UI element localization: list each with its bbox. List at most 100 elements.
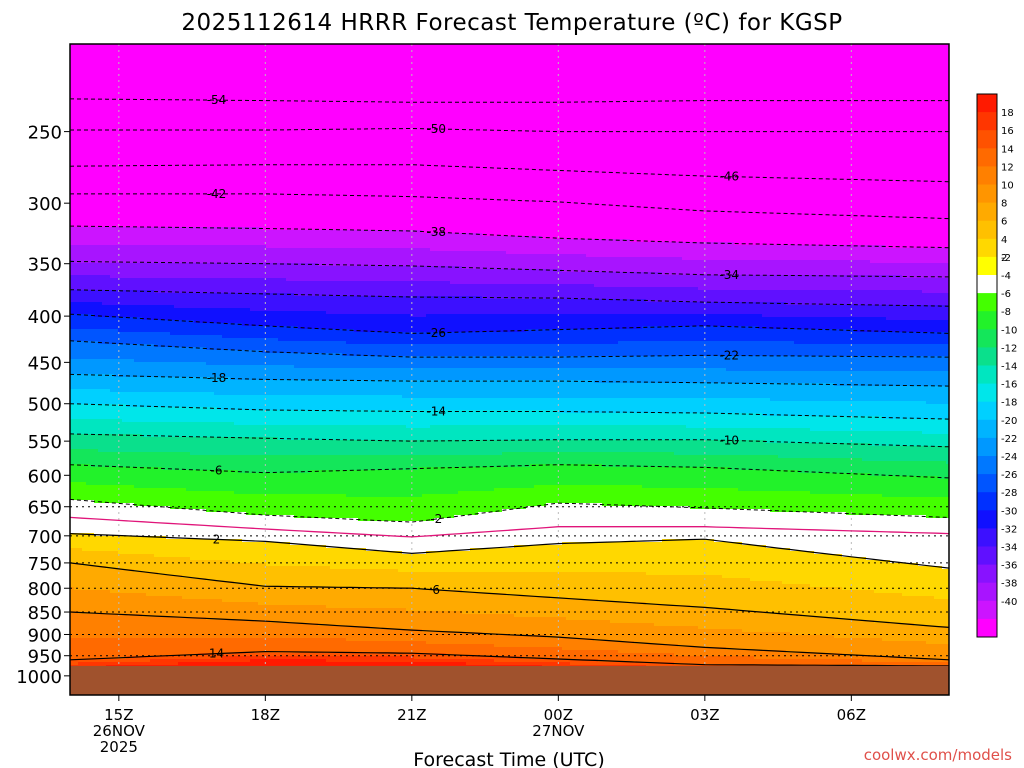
isotherm-line bbox=[70, 562, 949, 628]
colorbar-swatch bbox=[977, 564, 997, 584]
colorbar-label: -30 bbox=[1001, 506, 1017, 517]
y-tick-label: 750 bbox=[28, 554, 62, 575]
y-tick-label: 500 bbox=[28, 395, 62, 416]
colorbar-label: -14 bbox=[1001, 362, 1017, 373]
y-tick-label: 350 bbox=[28, 255, 62, 276]
isotherm-label: -2 bbox=[430, 512, 442, 526]
x-tick-label: 15Z bbox=[104, 706, 133, 724]
y-tick-label: 400 bbox=[28, 307, 62, 328]
colorbar-frame bbox=[976, 93, 998, 638]
isotherm-label: -50 bbox=[426, 122, 446, 136]
colorbar-swatch bbox=[977, 184, 997, 204]
credit-link[interactable]: coolwx.com/models bbox=[864, 746, 1012, 764]
colorbar-label: 2 bbox=[1001, 253, 1007, 264]
colorbar-swatch bbox=[977, 383, 997, 403]
colorbar-label: 10 bbox=[1001, 181, 1014, 192]
colorbar-label: -20 bbox=[1001, 416, 1017, 427]
colorbar-swatch bbox=[977, 618, 997, 638]
colorbar-swatch bbox=[977, 347, 997, 366]
x-tick-label: 27NOV bbox=[532, 722, 585, 740]
y-tick-label: 900 bbox=[28, 625, 62, 646]
isotherm-line bbox=[70, 516, 949, 538]
colorbar-swatch bbox=[977, 202, 997, 222]
colorbar-label: 14 bbox=[1001, 144, 1014, 155]
colorbar-swatch bbox=[977, 401, 997, 421]
x-axis-title: Forecast Time (UTC) bbox=[413, 749, 604, 768]
colorbar-label: -38 bbox=[1001, 579, 1017, 590]
y-tick-label: 650 bbox=[28, 498, 62, 519]
colorbar-label: -22 bbox=[1001, 434, 1017, 445]
x-tick-label: 00Z bbox=[544, 706, 573, 724]
isotherm-line bbox=[70, 498, 949, 523]
y-tick-label: 800 bbox=[28, 579, 62, 600]
ground-below-surface bbox=[70, 665, 949, 695]
isotherm-label: -54 bbox=[207, 93, 227, 107]
colorbar-swatch bbox=[977, 492, 997, 511]
temperature-field bbox=[70, 44, 949, 695]
colorbar-label: 18 bbox=[1001, 108, 1014, 119]
colorbar-swatch bbox=[977, 546, 997, 566]
colorbar-swatch bbox=[977, 528, 997, 547]
y-tick-label: 1000 bbox=[16, 667, 62, 688]
colorbar-swatch bbox=[977, 94, 997, 113]
grid-lines bbox=[70, 44, 949, 695]
colorbar-label: -18 bbox=[1001, 398, 1017, 409]
isotherm-label: -26 bbox=[426, 326, 446, 340]
x-tick-label: 2025 bbox=[100, 738, 138, 756]
isotherm-label: -34 bbox=[719, 268, 739, 282]
isotherm-line bbox=[70, 650, 949, 667]
colorbar-label: -40 bbox=[1001, 597, 1017, 608]
colorbar-label: -16 bbox=[1001, 380, 1017, 391]
colorbar-label: -6 bbox=[1001, 289, 1011, 300]
colorbar-label: -2 bbox=[1001, 253, 1011, 264]
colorbar-swatch bbox=[977, 582, 997, 602]
x-tick-label: 26NOV bbox=[93, 722, 146, 740]
colorbar-label: 12 bbox=[1001, 162, 1014, 173]
colorbar-swatch bbox=[977, 148, 997, 167]
colorbar-swatch bbox=[977, 600, 997, 620]
colorbar-swatch bbox=[977, 166, 997, 185]
colorbar-label: -24 bbox=[1001, 452, 1017, 463]
isotherm-label: -6 bbox=[211, 464, 223, 478]
colorbar-swatch bbox=[977, 256, 997, 276]
isotherm-label: -42 bbox=[207, 187, 227, 201]
colorbar-label: -8 bbox=[1001, 307, 1011, 318]
colorbar-label: -34 bbox=[1001, 543, 1017, 554]
y-tick-label: 950 bbox=[28, 647, 62, 668]
colorbar-label: -10 bbox=[1001, 325, 1017, 336]
colorbar-swatch bbox=[977, 510, 997, 529]
y-tick-label: 250 bbox=[28, 123, 62, 144]
colorbar-swatch bbox=[977, 220, 997, 240]
colorbar-label: -32 bbox=[1001, 524, 1017, 535]
plot-frame bbox=[69, 43, 950, 696]
colorbar-label: 16 bbox=[1001, 126, 1014, 137]
isotherm-label: -14 bbox=[426, 404, 446, 418]
isotherm-label: 6 bbox=[432, 583, 440, 597]
isotherm-labels: -54-50-46-42-38-34-26-22-18-14-10-6-2261… bbox=[207, 93, 739, 661]
x-tick-label: 06Z bbox=[837, 706, 866, 724]
isotherm-line bbox=[70, 611, 949, 661]
colorbar-label: -12 bbox=[1001, 343, 1017, 354]
colorbar-label: -4 bbox=[1001, 271, 1011, 282]
colorbar-label: 4 bbox=[1001, 235, 1007, 246]
chart-title: 2025112614 HRRR Forecast Temperature (ºC… bbox=[181, 10, 842, 36]
y-tick-label: 550 bbox=[28, 432, 62, 453]
x-tick-label: 03Z bbox=[690, 706, 719, 724]
colorbar-label: 8 bbox=[1001, 199, 1007, 210]
isotherm-label: -10 bbox=[719, 433, 739, 447]
isotherm-label: 14 bbox=[209, 647, 224, 661]
colorbar-swatch bbox=[977, 238, 997, 258]
colorbar-swatch bbox=[977, 437, 997, 457]
isotherm-label: -18 bbox=[207, 371, 227, 385]
isotherm-label: -46 bbox=[719, 170, 739, 184]
color-scale-legend: 18 16 14 12 10 8 6 4 2-2 -4 -6 -8 -10 -12 -14 -16 -18 -20… bbox=[976, 93, 1017, 638]
isotherm-line bbox=[70, 533, 949, 569]
isotherm-contours bbox=[70, 98, 949, 667]
colorbar-swatch bbox=[977, 130, 997, 149]
isotherm-label: -22 bbox=[719, 348, 739, 362]
colorbar-swatch bbox=[977, 311, 997, 330]
isotherm-label: 2 bbox=[213, 532, 221, 546]
colorbar-swatch bbox=[977, 275, 997, 294]
isotherm-label: -38 bbox=[426, 225, 446, 239]
